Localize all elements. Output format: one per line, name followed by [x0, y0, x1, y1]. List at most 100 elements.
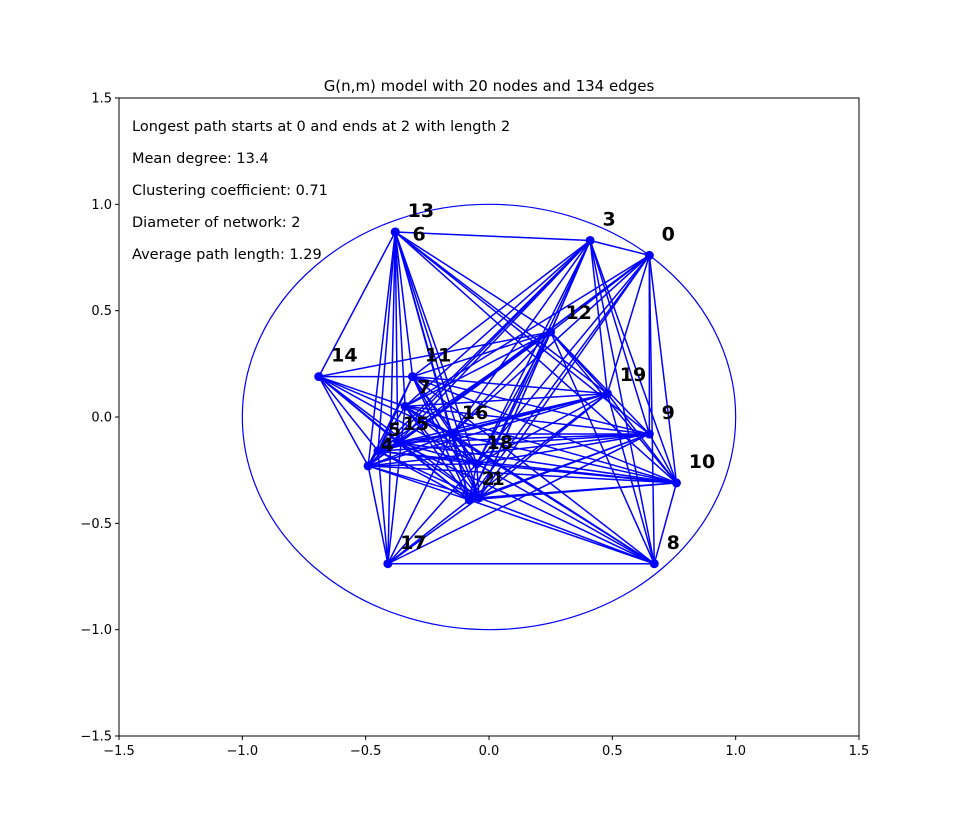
node-label-14: 14 [331, 345, 357, 367]
edge-14-7 [318, 375, 406, 408]
node-2 [464, 495, 474, 505]
edge-7-1 [404, 405, 480, 499]
edge-13-14 [318, 231, 396, 377]
node-0 [644, 250, 654, 260]
node-1 [474, 493, 484, 503]
annotation-diameter: Diameter of network: 2 [132, 215, 301, 231]
edge-19-15 [397, 392, 608, 444]
y-tick-label: 1.0 [91, 198, 112, 213]
node-label-2: 2 [482, 468, 495, 490]
edge-13-4 [367, 231, 397, 466]
edge-15-10 [397, 441, 677, 484]
edge-16-18 [451, 433, 478, 465]
y-tick-label: 0.5 [91, 304, 112, 319]
edge-5-2 [377, 450, 470, 501]
edge-12-7 [404, 331, 552, 408]
edge-3-18 [475, 240, 591, 465]
node-label-7: 7 [417, 377, 430, 399]
edge-14-5 [318, 376, 379, 452]
edge-10-8 [653, 482, 678, 564]
edge-3-19 [589, 240, 609, 394]
edge-14-18 [318, 375, 478, 465]
edge-4-1 [367, 465, 480, 499]
node-18 [472, 459, 482, 469]
edge-9-5 [377, 433, 650, 452]
edge-18-17 [387, 463, 478, 565]
edge-18-10 [476, 463, 677, 484]
edge-9-4 [368, 433, 650, 467]
edge-12-14 [318, 331, 551, 378]
edge-13-17 [387, 231, 397, 564]
y-tick-label: 0.0 [91, 411, 112, 426]
node-label-10: 10 [689, 451, 715, 473]
edge-11-18 [411, 376, 478, 465]
annotation-clustering: Clustering coefficient: 0.71 [132, 183, 328, 199]
edge-4-2 [367, 465, 470, 501]
node-label-1: 1 [491, 468, 504, 490]
node-6 [390, 227, 400, 237]
annotation-mean-degree: Mean degree: 13.4 [132, 151, 269, 167]
edge-15-4 [367, 441, 399, 467]
node-15 [393, 438, 403, 448]
edge-1-17 [387, 497, 480, 565]
edge-3-10 [589, 240, 678, 484]
edge-13-11 [394, 231, 414, 377]
node-label-11: 11 [425, 345, 451, 367]
node-10 [671, 478, 681, 488]
node-4 [363, 461, 373, 471]
chart-title: G(n,m) model with 20 nodes and 134 edges [324, 77, 655, 95]
x-tick-label: 1.5 [849, 744, 870, 759]
node-label-15: 15 [403, 413, 429, 435]
edge-7-19 [405, 392, 608, 408]
edge-12-5 [377, 331, 552, 452]
x-tick-label: 0.0 [479, 744, 500, 759]
node-label-16: 16 [462, 402, 488, 424]
edge-0-3 [589, 239, 650, 257]
x-tick-label: 0.5 [602, 744, 623, 759]
edge-2-8 [469, 499, 655, 565]
edge-18-1 [475, 463, 480, 498]
node-label-6: 6 [413, 223, 426, 245]
edge-15-8 [397, 441, 655, 565]
edge-11-9 [412, 375, 650, 435]
edge-7-17 [387, 406, 406, 564]
edge-13-18 [394, 231, 478, 465]
node-3 [585, 235, 595, 245]
edges-layer [318, 231, 678, 565]
node-label-3: 3 [602, 209, 615, 231]
edge-3-4 [367, 239, 591, 467]
edge-5-17 [377, 450, 389, 564]
node-label-13: 13 [408, 200, 434, 222]
edge-11-1 [411, 376, 480, 499]
edge-7-9 [405, 405, 650, 435]
node-14 [314, 372, 324, 382]
edge-12-11 [412, 331, 551, 378]
x-tick-label: −1.5 [103, 744, 135, 759]
node-label-4: 4 [380, 434, 393, 456]
edge-5-1 [377, 450, 480, 499]
edge-10-2 [469, 482, 677, 501]
edge-12-10 [550, 331, 678, 484]
node-9 [644, 429, 654, 439]
edge-16-15 [397, 433, 453, 444]
edge-18-2 [468, 463, 478, 501]
edge-13-19 [394, 231, 608, 395]
edge-11-19 [412, 375, 608, 395]
edge-15-2 [397, 441, 470, 501]
edge-14-1 [318, 375, 480, 499]
edge-15-18 [397, 441, 477, 465]
node-label-18: 18 [487, 432, 513, 454]
edge-12-8 [549, 331, 655, 565]
annotation-avg-path-length: Average path length: 1.29 [132, 247, 322, 263]
edge-11-8 [412, 376, 655, 565]
node-16 [447, 429, 457, 439]
x-tick-label: 1.0 [725, 744, 746, 759]
edge-12-16 [451, 331, 552, 435]
node-8 [649, 559, 659, 569]
edge-0-19 [606, 255, 651, 394]
annotation-longest-path: Longest path starts at 0 and ends at 2 w… [132, 119, 510, 135]
nodes-layer [314, 227, 681, 569]
edge-14-4 [318, 376, 369, 467]
